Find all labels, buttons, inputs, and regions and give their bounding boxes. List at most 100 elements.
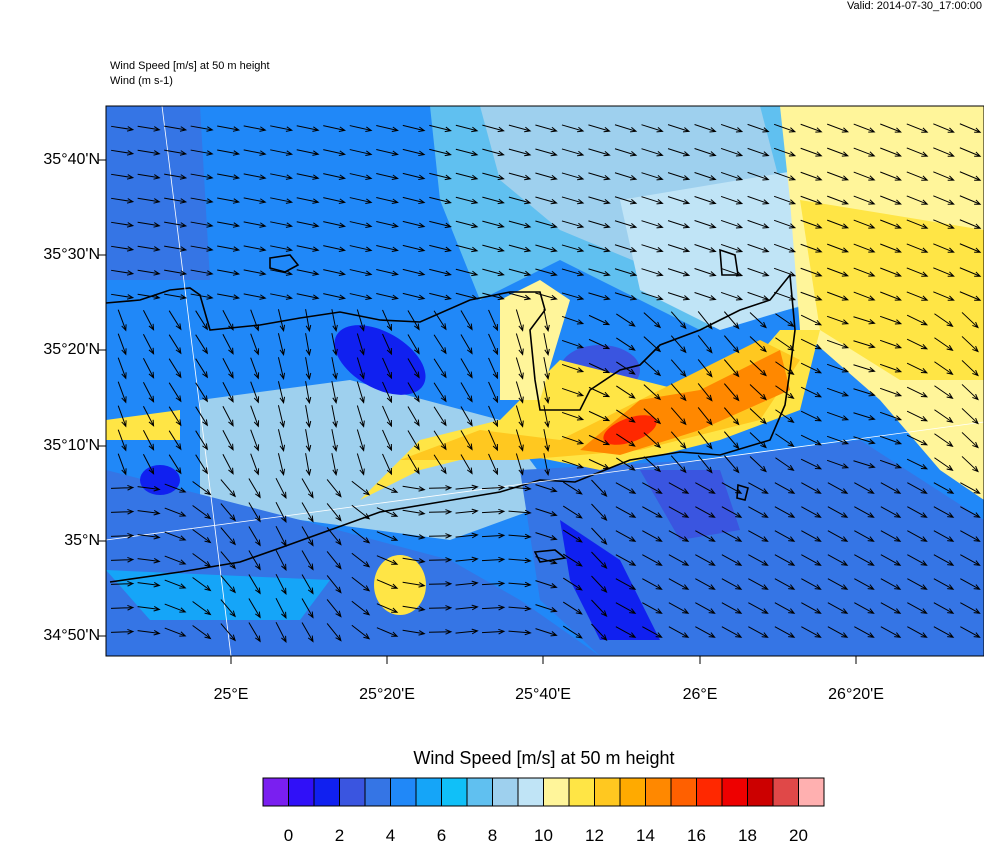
wind-arrow: [643, 408, 662, 425]
wind-arrow: [326, 599, 342, 618]
wind-arrow: [641, 292, 664, 301]
colorbar-label: 14: [636, 826, 655, 845]
wind-arrow: [433, 430, 447, 451]
wind-arrow: [164, 531, 187, 541]
wind-arrow: [222, 454, 234, 475]
wind-arrow: [616, 457, 636, 471]
wind-arrow: [961, 336, 979, 353]
wind-arrow: [535, 196, 558, 205]
wind-arrow: [879, 387, 903, 397]
wind-arrow: [801, 506, 822, 518]
wind-arrow: [854, 554, 875, 566]
wind-arrow: [305, 309, 312, 333]
wind-arrow: [801, 554, 822, 566]
wind-arrow: [535, 484, 558, 493]
wind-arrow: [270, 245, 294, 252]
wind-arrow: [934, 385, 954, 399]
colorbar-box: [798, 777, 825, 807]
wind-arrow: [402, 581, 426, 588]
wind-arrow: [747, 147, 770, 157]
wind-arrow: [800, 171, 823, 181]
wind-arrow: [670, 431, 687, 450]
wind-arrow: [168, 382, 182, 403]
wind-arrow: [667, 124, 691, 133]
wind-arrow: [670, 359, 687, 378]
wind-arrow: [455, 532, 479, 539]
wind-arrow: [455, 244, 479, 253]
wind-arrow: [515, 309, 524, 332]
wind-arrow: [351, 576, 371, 592]
wind-arrow: [591, 503, 608, 521]
wind-arrow: [349, 245, 373, 252]
wind-arrow: [879, 459, 903, 469]
wind-arrow: [643, 384, 662, 401]
wind-arrow: [248, 526, 261, 547]
wind-arrow: [305, 333, 312, 357]
wind-arrow: [296, 245, 320, 252]
wind-arrow: [670, 311, 687, 330]
wind-arrow: [356, 429, 365, 452]
wind-arrow: [382, 357, 393, 380]
wind-arrow: [773, 195, 797, 205]
wind-arrow: [721, 602, 743, 614]
wind-arrow: [561, 292, 585, 301]
wind-arrow: [190, 173, 214, 180]
wind-arrow: [164, 555, 187, 565]
wind-arrow: [535, 244, 558, 253]
wind-arrow: [723, 383, 740, 402]
wind-arrow: [826, 435, 850, 445]
wind-arrow: [535, 508, 558, 517]
wind-arrow: [220, 479, 236, 498]
colorbar-label: 4: [385, 826, 396, 845]
axis-ticks: [98, 159, 857, 664]
colorbar-box: [721, 777, 748, 807]
wind-arrow: [277, 309, 286, 332]
wind-arrow: [402, 268, 426, 277]
wind-arrow: [164, 125, 188, 132]
wind-arrow: [827, 267, 850, 277]
wind-arrow: [642, 530, 663, 542]
wind-arrow: [697, 311, 713, 330]
wind-arrow: [695, 506, 716, 518]
wind-arrow: [190, 149, 214, 156]
wind-arrow: [748, 530, 769, 542]
wind-arrow: [217, 269, 241, 276]
wind-arrow: [800, 291, 823, 301]
wind-arrow: [961, 432, 979, 449]
wind-arrow: [773, 267, 797, 277]
lon-label: 25°40'E: [515, 686, 571, 703]
wind-arrow: [588, 196, 611, 205]
colorbar-label: 18: [738, 826, 757, 845]
wind-arrow: [694, 268, 717, 277]
wind-arrow: [248, 598, 261, 619]
wind-arrow: [482, 220, 505, 229]
wind-arrow: [195, 454, 209, 475]
wind-arrow: [588, 220, 611, 229]
wind-arrow: [826, 459, 850, 469]
wind-arrow: [433, 382, 447, 403]
wind-arrow: [376, 221, 399, 229]
wind-arrow: [906, 386, 929, 398]
wind-arrow: [137, 125, 161, 132]
wind-arrow: [959, 267, 982, 277]
wind-arrow: [747, 267, 770, 277]
wind-arrow: [455, 556, 479, 563]
wind-arrow: [933, 123, 955, 133]
wind-arrow: [137, 557, 161, 564]
wind-arrow: [616, 313, 636, 327]
wind-arrow: [561, 172, 585, 181]
wind-arrow: [164, 293, 188, 300]
wind-arrow: [749, 360, 767, 377]
wind-arrow: [749, 384, 767, 401]
wind-arrow: [748, 578, 769, 590]
wind-arrow: [697, 431, 713, 450]
wind-arrow: [667, 244, 691, 253]
wind-arrow: [934, 337, 954, 351]
wind-arrow: [515, 357, 524, 380]
wind-arrow: [402, 148, 426, 157]
wind-arrow: [721, 530, 743, 542]
wind-arrow: [111, 269, 135, 276]
wind-arrow: [305, 357, 312, 381]
wind-arrow: [642, 626, 663, 638]
wind-arrow: [305, 405, 312, 429]
